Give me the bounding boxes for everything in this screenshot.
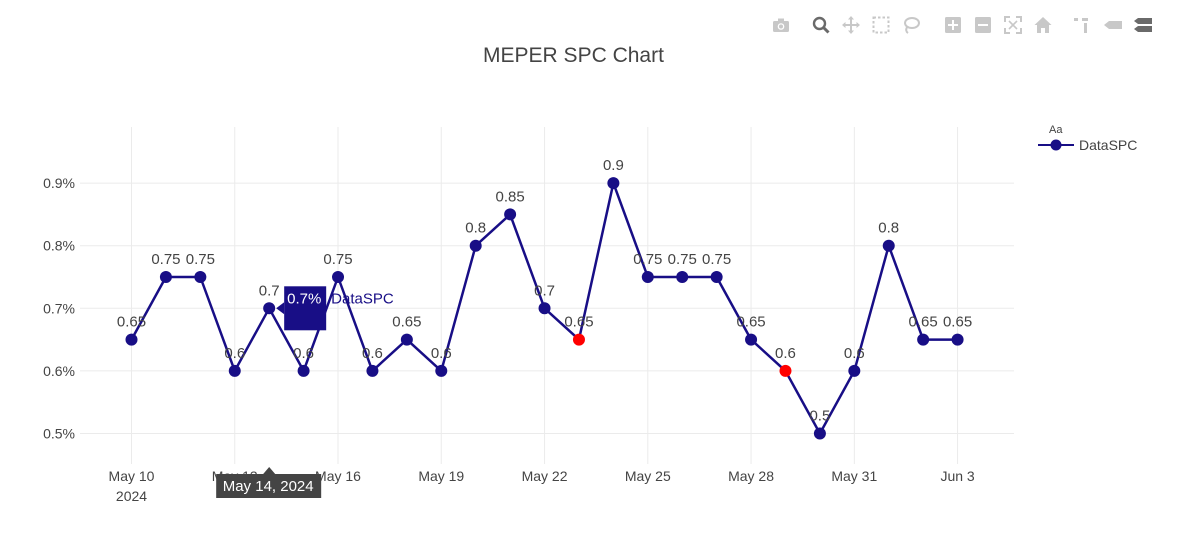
box-select-icon[interactable] xyxy=(868,12,894,38)
data-point[interactable] xyxy=(400,333,413,346)
data-label: 0.7 xyxy=(534,282,555,299)
x-tick-label: May 22 xyxy=(522,468,568,484)
data-point[interactable] xyxy=(538,302,551,315)
legend-swatch xyxy=(1038,139,1074,151)
data-label: 0.6 xyxy=(362,345,383,362)
data-point[interactable] xyxy=(332,271,345,283)
out-of-control-point[interactable] xyxy=(779,364,792,377)
series-markers[interactable] xyxy=(125,177,964,440)
reset-axes-icon[interactable] xyxy=(1030,12,1056,38)
x-tick-sublabel: 2024 xyxy=(116,488,147,504)
data-point[interactable] xyxy=(194,271,207,283)
point-hover-series: DataSPC xyxy=(331,290,394,307)
legend: Aa DataSPC xyxy=(1036,124,1137,153)
data-point[interactable] xyxy=(228,364,241,377)
data-label: 0.7 xyxy=(259,282,280,299)
data-label: 0.75 xyxy=(668,251,697,268)
data-label: 0.6 xyxy=(431,345,452,362)
zoom-icon[interactable] xyxy=(808,12,834,38)
data-label: 0.75 xyxy=(186,251,215,268)
data-label: 0.65 xyxy=(392,314,421,331)
legend-item-dataspc[interactable]: DataSPC xyxy=(1036,137,1137,153)
data-point[interactable] xyxy=(504,208,517,221)
point-hover-arrow xyxy=(276,302,285,315)
y-tick-label: 0.6% xyxy=(43,363,75,379)
data-label: 0.75 xyxy=(323,251,352,268)
data-label: 0.8 xyxy=(465,220,486,237)
data-label: 0.65 xyxy=(909,314,938,331)
data-point[interactable] xyxy=(813,427,826,440)
data-label: 0.8 xyxy=(878,220,899,237)
spike-lines-icon[interactable] xyxy=(1068,12,1094,38)
modebar xyxy=(768,12,1160,38)
point-hover-value: 0.7% xyxy=(287,290,321,307)
data-point[interactable] xyxy=(297,364,310,377)
data-label: 0.65 xyxy=(943,314,972,331)
lasso-select-icon[interactable] xyxy=(898,12,924,38)
chart-title: MEPER SPC Chart xyxy=(483,44,664,67)
point-hover-box xyxy=(284,286,327,331)
y-tick-label: 0.7% xyxy=(43,300,75,316)
data-point[interactable] xyxy=(125,333,138,346)
hover-compare-icon[interactable] xyxy=(1130,12,1156,38)
data-point[interactable] xyxy=(263,302,276,315)
x-tick-label: May 31 xyxy=(831,468,877,484)
zoom-out-icon[interactable] xyxy=(970,12,996,38)
data-point[interactable] xyxy=(917,333,930,346)
data-point[interactable] xyxy=(745,333,758,346)
data-point[interactable] xyxy=(882,239,895,252)
y-axis: 0.5% 0.6% 0.7% 0.8% 0.9% xyxy=(43,175,75,441)
data-label: 0.6 xyxy=(224,345,245,362)
data-label: 0.75 xyxy=(633,251,662,268)
x-tick-label: May 28 xyxy=(728,468,774,484)
x-hover-box xyxy=(216,474,322,498)
hover-closest-icon[interactable] xyxy=(1100,12,1126,38)
data-label: 0.65 xyxy=(564,314,593,331)
data-label: 0.6 xyxy=(775,345,796,362)
y-tick-label: 0.5% xyxy=(43,426,75,442)
data-label: 0.65 xyxy=(736,314,765,331)
x-tick-label: May 16 xyxy=(315,468,361,484)
data-point[interactable] xyxy=(676,271,689,283)
legend-label: DataSPC xyxy=(1079,137,1138,153)
data-label: 0.75 xyxy=(151,251,180,268)
x-hover-label: May 14, 2024 xyxy=(223,478,314,495)
autoscale-icon[interactable] xyxy=(1000,12,1026,38)
data-point[interactable] xyxy=(366,364,379,377)
data-label: 0.85 xyxy=(496,188,525,205)
data-point[interactable] xyxy=(469,239,482,252)
data-label: 0.6 xyxy=(844,345,865,362)
data-label: 0.65 xyxy=(117,314,146,331)
x-tick-label: May 10 xyxy=(109,468,155,484)
data-point[interactable] xyxy=(951,333,964,346)
camera-icon[interactable] xyxy=(768,12,794,38)
x-hover-arrow xyxy=(263,467,276,474)
x-tick-label: Jun 3 xyxy=(940,468,974,484)
pan-icon[interactable] xyxy=(838,12,864,38)
hover-tooltip: May 14, 2024 0.7% DataSPC xyxy=(216,286,394,498)
x-tick-label: May 19 xyxy=(418,468,464,484)
y-tick-label: 0.8% xyxy=(43,238,75,254)
data-labels: 0.65 0.75 0.75 0.6 0.7 0.6 0.75 0.6 0.65 0.6 0.8 0.… xyxy=(117,157,972,424)
data-point[interactable] xyxy=(159,271,172,283)
data-point[interactable] xyxy=(710,271,723,283)
data-point[interactable] xyxy=(607,177,620,190)
legend-title: Aa xyxy=(1049,124,1063,136)
data-label: 0.9 xyxy=(603,157,624,174)
data-label: 0.75 xyxy=(702,251,731,268)
out-of-control-point[interactable] xyxy=(572,333,585,346)
data-point[interactable] xyxy=(641,271,654,283)
zoom-in-icon[interactable] xyxy=(940,12,966,38)
data-label: 0.6 xyxy=(293,345,314,362)
data-label: 0.5 xyxy=(809,408,830,425)
y-tick-label: 0.9% xyxy=(43,175,75,191)
data-point[interactable] xyxy=(435,364,448,377)
data-point[interactable] xyxy=(848,364,861,377)
x-tick-label: May 25 xyxy=(625,468,671,484)
